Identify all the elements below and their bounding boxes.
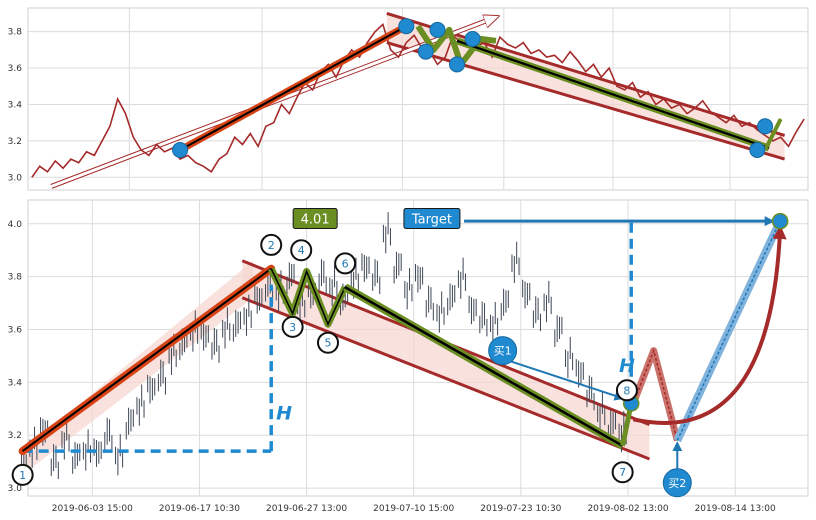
buy2-annotation-circle (662, 468, 692, 498)
wave-point-circle (260, 233, 283, 256)
bottom-zigzag-line (270, 268, 346, 327)
top-pivot-marker (172, 141, 189, 158)
projection-dashed-line (630, 348, 679, 441)
h1-annotation-text: H (276, 402, 292, 424)
wave-point-circle (611, 461, 634, 484)
wave-point-label: 6 (342, 257, 349, 270)
target-leg-line (676, 220, 781, 441)
bottom-down-trend-line (344, 286, 624, 447)
top-y-tick-labels: 3.0 3.2 3.4 3.6 3.8 (8, 28, 23, 184)
wave-point-circle (11, 463, 34, 486)
bottom-y-tick-label: 3.0 (8, 484, 23, 494)
top-y-tick-label: 3.4 (8, 100, 23, 110)
bottom-down-channel-fill (242, 260, 650, 459)
bottom-pivot-marker (771, 212, 789, 230)
top-up-leg-line (179, 25, 407, 151)
bottom-panel: 3.03.23.43.63.84.0 2019-06-03 15:00 2019-… (8, 199, 809, 514)
buy1-arrow (509, 360, 625, 401)
top-down-trend-line (456, 39, 770, 150)
wave-point-circle (334, 252, 357, 275)
top-y-tick-label: 3.2 (8, 137, 22, 147)
top-pivot-marker (757, 118, 774, 135)
bottom-x-tick-label: 2019-06-03 15:00 (52, 504, 133, 514)
wave-point-label: 3 (289, 321, 296, 334)
top-pivot-marker (417, 43, 434, 60)
wave-point-circle (615, 379, 638, 402)
buy1-annotation-circle (488, 336, 518, 366)
bottom-x-tick-label: 2019-06-27 13:00 (266, 504, 347, 514)
wave-point-label: 7 (619, 466, 626, 479)
bottom-x-tick-label: 2019-06-17 10:30 (159, 504, 240, 514)
bottom-y-tick-label: 3.4 (8, 378, 23, 388)
bottom-y-tick-labels: 3.0 3.2 3.4 3.6 3.8 4.0 (8, 220, 23, 494)
top-y-tick-label: 3.0 (8, 173, 23, 183)
buy2-annotation-text: 买2 (668, 477, 686, 490)
bottom-x-tick-label: 2019-07-10 15:00 (373, 504, 454, 514)
bottom-y-tick-label: 3.8 (8, 273, 23, 283)
top-y-tick-label: 3.8 (8, 28, 23, 38)
top-panel: 3.0 3.2 3.4 3.6 3.8 (8, 7, 809, 191)
wave-point-label: 8 (623, 384, 630, 397)
target-annotation-text: Target (411, 213, 452, 228)
top-price-series (31, 22, 805, 178)
wave-point-label: 1 (19, 469, 26, 482)
wave-point-label: 2 (268, 239, 275, 252)
bottom-x-tick-label: 2019-07-23 10:30 (480, 504, 561, 514)
bottom-x-tick-label: 2019-08-14 13:00 (695, 504, 776, 514)
wave-point-labels: 1 2 3 4 5 6 7 8 (11, 233, 638, 486)
bottom-y-tick-label: 4.0 (8, 220, 23, 230)
wave-point-label: 4 (298, 244, 305, 257)
top-pivot-markers (172, 18, 774, 158)
bottom-annotations: 4.01 Target 买1 买2 H H (276, 208, 692, 498)
curved-projection-arrow (632, 225, 787, 425)
top-pivot-marker (749, 141, 766, 158)
bottom-reference-lines (22, 216, 775, 453)
bottom-channel-lower-line (241, 296, 650, 461)
price-annotation-text: 4.01 (301, 213, 330, 228)
top-y-tick-label: 3.6 (8, 64, 23, 74)
top-breakout-leg (763, 118, 783, 151)
top-price-line (31, 22, 805, 178)
buy1-annotation-text: 买1 (494, 345, 512, 358)
bottom-pattern-overlays (18, 219, 784, 456)
bottom-y-tick-label: 3.6 (8, 326, 23, 336)
target-annotation-box (403, 208, 461, 229)
top-pivot-marker (464, 30, 481, 47)
h2-annotation-text: H (619, 355, 635, 377)
top-pivot-marker (398, 18, 415, 35)
bottom-y-tick-label: 3.2 (8, 431, 22, 441)
bottom-up-leg-line (22, 267, 272, 452)
wave-point-circle (281, 315, 304, 338)
wave-point-label: 5 (325, 337, 332, 350)
price-annotation-box (292, 208, 338, 229)
wave-point-circle (317, 331, 339, 354)
top-pivot-marker (429, 21, 446, 38)
top-pivot-marker (449, 56, 465, 73)
top-pattern-overlays (176, 22, 783, 154)
wave-point-circle (290, 239, 313, 262)
bottom-x-tick-labels: 2019-06-03 15:00 2019-06-17 10:30 2019-06-… (52, 504, 776, 514)
bottom-x-tick-label: 2019-08-02 13:00 (587, 504, 668, 514)
